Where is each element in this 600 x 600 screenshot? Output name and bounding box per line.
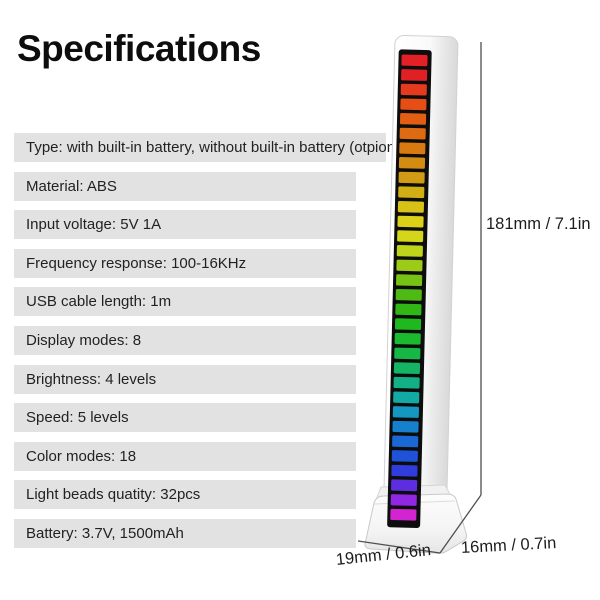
spec-row: Material: ABS bbox=[14, 171, 356, 201]
led-segment bbox=[397, 230, 424, 243]
led-segment bbox=[397, 215, 424, 228]
led-segment bbox=[397, 201, 425, 213]
spec-row: Frequency response: 100-16KHz bbox=[14, 248, 356, 278]
led-segment bbox=[393, 362, 421, 375]
led-segment bbox=[398, 186, 425, 199]
led-segment bbox=[396, 245, 423, 257]
led-segment bbox=[391, 479, 418, 492]
led-segment bbox=[399, 113, 427, 125]
led-segment bbox=[400, 98, 427, 111]
spec-row: Battery: 3.7V, 1500mAh bbox=[14, 518, 356, 548]
led-segment bbox=[396, 274, 423, 287]
spec-row: Display modes: 8 bbox=[14, 325, 356, 355]
led-segment bbox=[395, 303, 422, 316]
led-segment bbox=[392, 406, 419, 418]
led-segment bbox=[390, 508, 417, 521]
led-segment bbox=[394, 332, 421, 345]
depth-dimension-label: 16mm / 0.7in bbox=[460, 534, 557, 557]
spec-row: Light beads quatity: 32pcs bbox=[14, 480, 356, 510]
led-segment bbox=[391, 450, 418, 462]
spec-row: USB cable length: 1m bbox=[14, 287, 356, 317]
led-segment bbox=[398, 171, 425, 184]
led-segment bbox=[391, 464, 418, 477]
led-segment bbox=[393, 376, 420, 389]
led-segment bbox=[393, 391, 420, 404]
led-segment bbox=[392, 435, 419, 448]
led-segment bbox=[390, 494, 417, 506]
spec-row: Type: with built-in battery, without bui… bbox=[14, 133, 412, 162]
spec-row: Input voltage: 5V 1A bbox=[14, 210, 356, 240]
led-segment bbox=[392, 420, 419, 433]
led-segment bbox=[398, 157, 426, 169]
depth-dimension-line bbox=[439, 494, 482, 554]
light-bar-body bbox=[383, 34, 459, 499]
led-segment bbox=[394, 347, 421, 360]
spec-list: Type: with built-in battery, without bui… bbox=[14, 133, 412, 558]
led-segment bbox=[400, 83, 427, 96]
spec-row: Brightness: 4 levels bbox=[14, 364, 356, 394]
led-segment bbox=[396, 259, 423, 272]
height-dimension-label: 181mm / 7.1in bbox=[486, 215, 591, 233]
led-segment bbox=[394, 318, 422, 331]
led-segment bbox=[401, 54, 428, 67]
spec-row: Speed: 5 levels bbox=[14, 403, 356, 433]
led-segment bbox=[401, 69, 428, 81]
led-segment bbox=[395, 288, 422, 301]
spec-row: Color modes: 18 bbox=[14, 441, 356, 471]
page-title: Specifications bbox=[17, 28, 261, 69]
led-segment bbox=[399, 127, 426, 140]
